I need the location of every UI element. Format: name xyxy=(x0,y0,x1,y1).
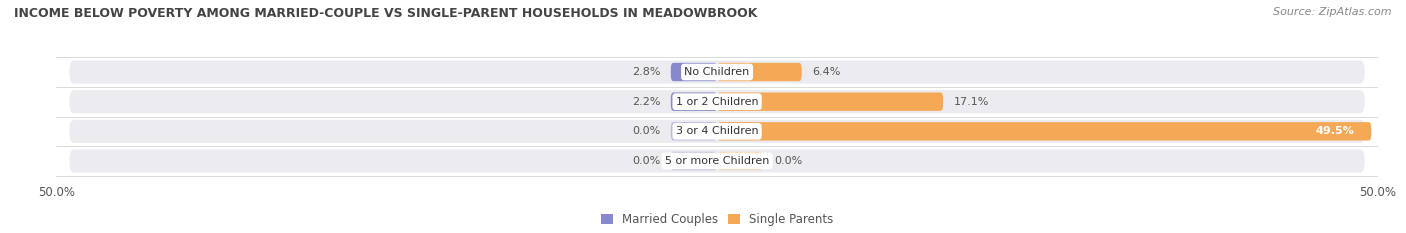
Text: No Children: No Children xyxy=(685,67,749,77)
FancyBboxPatch shape xyxy=(69,60,1365,84)
Text: 17.1%: 17.1% xyxy=(953,97,988,107)
Text: 5 or more Children: 5 or more Children xyxy=(665,156,769,166)
Text: 49.5%: 49.5% xyxy=(1316,126,1354,136)
Text: 2.2%: 2.2% xyxy=(631,97,661,107)
FancyBboxPatch shape xyxy=(717,93,943,111)
FancyBboxPatch shape xyxy=(69,120,1365,143)
FancyBboxPatch shape xyxy=(671,63,717,81)
Text: Source: ZipAtlas.com: Source: ZipAtlas.com xyxy=(1274,7,1392,17)
Text: 3 or 4 Children: 3 or 4 Children xyxy=(676,126,758,136)
Legend: Married Couples, Single Parents: Married Couples, Single Parents xyxy=(596,208,838,231)
Text: 2.8%: 2.8% xyxy=(631,67,661,77)
Text: 0.0%: 0.0% xyxy=(631,156,661,166)
Text: INCOME BELOW POVERTY AMONG MARRIED-COUPLE VS SINGLE-PARENT HOUSEHOLDS IN MEADOWB: INCOME BELOW POVERTY AMONG MARRIED-COUPL… xyxy=(14,7,758,20)
FancyBboxPatch shape xyxy=(69,149,1365,173)
FancyBboxPatch shape xyxy=(717,63,801,81)
FancyBboxPatch shape xyxy=(717,152,763,170)
FancyBboxPatch shape xyxy=(717,122,1371,140)
FancyBboxPatch shape xyxy=(69,90,1365,113)
Text: 0.0%: 0.0% xyxy=(773,156,803,166)
FancyBboxPatch shape xyxy=(671,93,717,111)
Text: 6.4%: 6.4% xyxy=(813,67,841,77)
Text: 0.0%: 0.0% xyxy=(631,126,661,136)
FancyBboxPatch shape xyxy=(671,122,717,140)
Text: 1 or 2 Children: 1 or 2 Children xyxy=(676,97,758,107)
FancyBboxPatch shape xyxy=(671,152,717,170)
